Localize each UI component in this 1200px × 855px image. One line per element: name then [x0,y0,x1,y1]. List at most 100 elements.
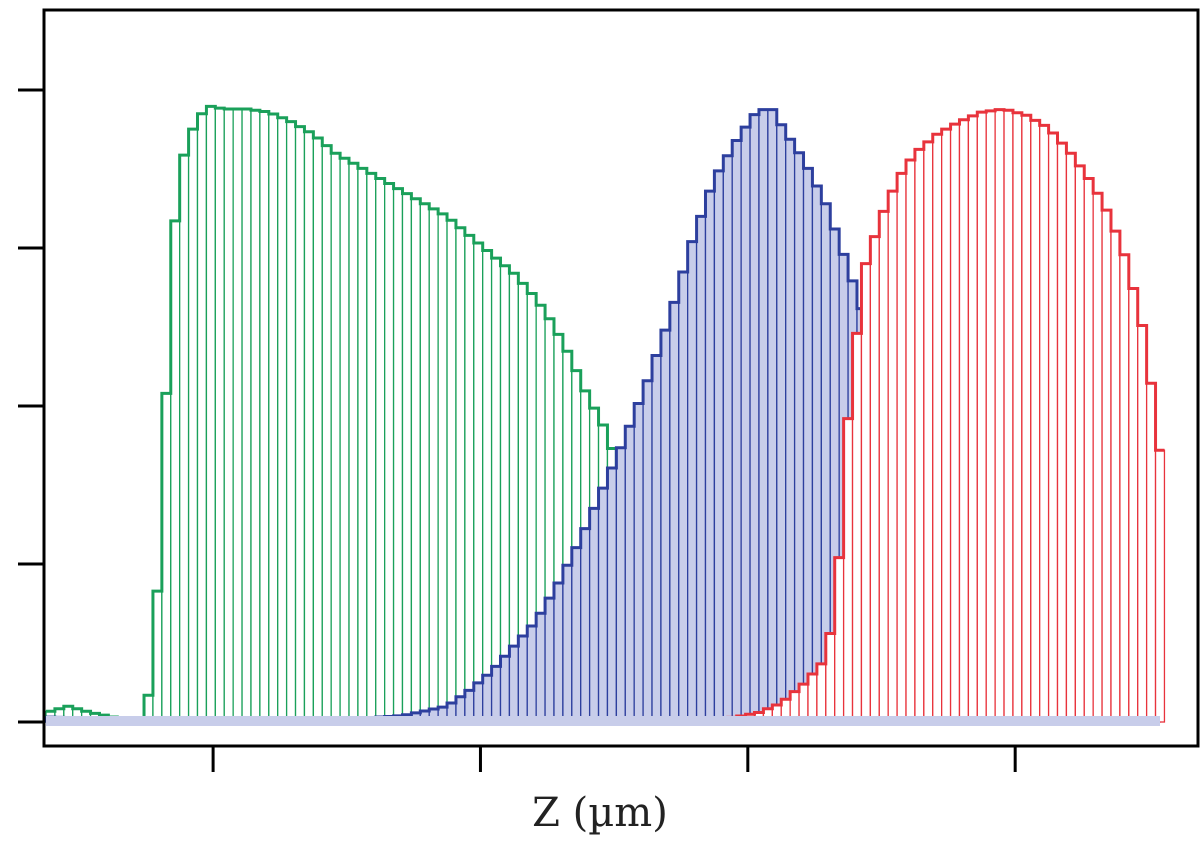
histogram-bar [571,546,582,723]
histogram-bar [473,242,484,723]
histogram-bar [268,113,279,723]
histogram-bar [767,108,778,723]
histogram-bar [967,115,978,723]
x-axis-label: Z (µm) [532,790,668,836]
histogram-bar [669,301,680,723]
histogram-bar [941,128,952,723]
histogram-bar [642,380,653,723]
histogram-bar [615,447,626,723]
ticks-layer [18,88,1017,772]
histogram-bar [277,117,288,723]
histogram-bar [1030,119,1041,723]
histogram-bar [1047,132,1059,723]
histogram-bar [250,109,261,723]
histogram-bar [339,157,350,723]
histogram-bar [869,235,880,723]
histogram-bar [793,152,805,723]
histogram-bar [914,148,925,723]
histogram-bar [490,257,502,723]
histogram-bar [321,144,332,723]
histogram-bar [446,219,457,723]
histogram-bar [553,582,564,723]
histogram-bar [722,155,733,723]
histogram-bar [455,227,466,723]
histogram-bar [517,635,528,723]
histogram-bar [678,271,689,723]
histogram-bar [1039,124,1050,723]
histogram-bar [588,507,600,723]
histogram-bar [597,487,609,723]
histogram-bar [330,152,341,723]
histogram-bar [214,107,225,723]
histogram-bar [384,182,395,723]
histogram-bar [375,177,386,723]
histogram-bar [232,108,243,723]
histogram-bar [312,137,323,723]
histogram-bar [410,198,421,723]
histogram-bar [1092,192,1103,723]
histogram-bar [896,172,907,723]
histogram-bar [187,128,199,723]
histogram-bar [651,354,662,723]
histogram-bar [1137,324,1148,723]
histogram-bar [1003,109,1014,723]
histogram-bar [1012,112,1023,723]
histogram-bar [580,527,591,723]
histogram-bar [660,329,671,723]
series-0 [45,104,777,724]
histogram-bar [294,126,306,723]
histogram-bar [392,187,404,723]
histogram-bar [1154,449,1166,723]
histogram-bar [687,241,698,723]
histogram-bar [303,131,315,723]
histogram-bar [205,105,216,723]
histogram-bar [958,119,970,723]
histogram-bar [606,467,618,723]
histogram-bar [731,139,742,723]
histogram-bar [419,203,430,723]
histogram-bar [976,111,987,723]
histogram-bar [985,110,996,723]
histogram-bar [348,162,359,723]
histogram-bar [1021,114,1032,723]
histogram-bar [749,114,760,723]
histogram-bar [1056,142,1068,723]
histogram-bar [776,124,787,723]
histogram-bar [695,215,707,723]
histogram-bar [1128,287,1139,723]
histogram-bar [878,210,889,723]
histogram-bar [802,167,814,723]
histogram-bar [932,133,943,723]
histogram-bar [905,159,916,723]
plot-frame [42,8,1200,748]
histogram-bar [704,190,716,723]
histogram-bar [535,612,546,723]
histogram-bar [1119,254,1130,723]
histogram-bar [259,110,270,723]
histogram-bar [1065,152,1076,723]
histogram-bar [196,113,208,723]
histogram-bar [437,213,448,723]
histogram-bar [713,170,724,723]
histogram-bar [241,108,252,723]
histogram-bar [1110,230,1121,723]
histogram-bar [285,120,297,723]
histogram-bar [357,167,368,723]
histogram-bar [401,192,413,723]
histogram-bar [562,564,573,723]
histogram-bar [949,123,961,723]
histogram-bar [428,208,439,723]
histogram-bar [624,425,635,723]
histogram-bar [1083,177,1094,723]
histogram-bar [179,154,190,723]
histogram-bar [464,234,475,723]
histogram-bar [366,172,377,723]
histogram-bar [1074,165,1085,723]
histogram-bar [544,597,555,723]
series-layer [45,104,1166,724]
histogram-bar [923,141,934,723]
histogram-bar [482,249,493,723]
histogram-bar [1101,209,1112,723]
histogram-bar [526,625,537,723]
